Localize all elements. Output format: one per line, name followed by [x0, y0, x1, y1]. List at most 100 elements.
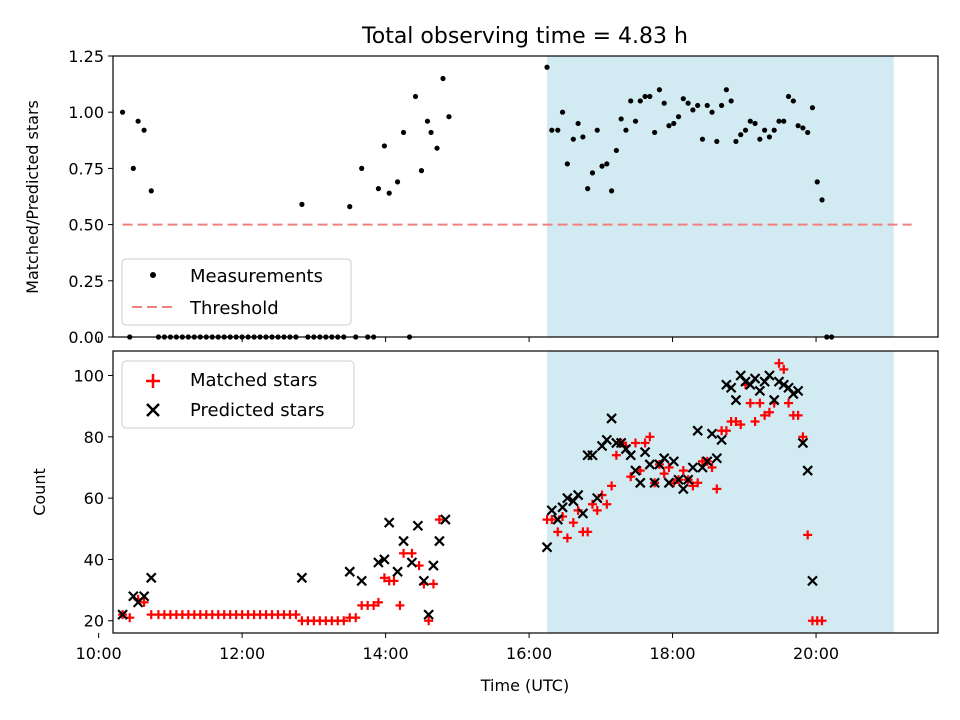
legend-threshold-label: Threshold	[189, 298, 279, 319]
bottom-legend: Matched stars Predicted stars	[121, 360, 355, 429]
top-y-tick-label: 0.75	[68, 159, 104, 178]
measurement-point	[800, 125, 806, 131]
matched-star-point	[640, 438, 650, 448]
predicted-star-point	[658, 453, 670, 464]
measurement-point	[805, 129, 811, 136]
matched-star-point	[602, 499, 612, 509]
predicted-star-point	[797, 437, 809, 449]
bottom-y-tick-label: 40	[84, 550, 104, 569]
measurement-point	[559, 109, 566, 115]
top-points	[119, 64, 835, 340]
matched-star-point	[736, 420, 746, 430]
matched-star-point	[562, 533, 572, 543]
measurement-point	[704, 102, 710, 109]
predicted-star-point	[428, 560, 439, 571]
predicted-star-point	[663, 477, 675, 489]
matched-star-point	[407, 548, 417, 558]
measurement-point	[637, 98, 643, 104]
predicted-star-point	[145, 572, 157, 584]
matched-star-point	[351, 613, 361, 623]
predicted-star-point	[701, 456, 713, 467]
top-x-ticks	[98, 337, 817, 342]
measurement-point	[412, 93, 419, 100]
bottom-y-axis-label: Count	[30, 468, 49, 516]
predicted-star-point	[344, 566, 356, 577]
measurement-point	[728, 98, 734, 104]
predicted-star-point	[591, 492, 603, 504]
matched-star-point	[764, 407, 774, 417]
measurement-point	[790, 98, 796, 104]
measurement-point	[608, 188, 615, 194]
matched-star-point	[707, 462, 717, 472]
measurement-point	[589, 170, 596, 176]
predicted-star-point	[296, 572, 308, 584]
predicted-star-point	[768, 394, 780, 406]
top-panel: 0.00 0.25 0.50 0.75 1.00 1.25 Matched/Predict…	[23, 47, 939, 347]
matched-star-point	[399, 548, 409, 558]
predicted-star-point	[706, 428, 718, 440]
matched-star-point	[607, 481, 617, 491]
measurement-point	[130, 165, 136, 171]
bottom-x-tick-label: 10:00	[76, 644, 122, 663]
measurement-point	[618, 116, 624, 122]
measurement-point	[671, 120, 677, 127]
matched-star-point	[750, 417, 760, 426]
matched-star-point	[373, 597, 383, 607]
predicted-star-point	[625, 449, 636, 461]
predicted-star-point	[716, 434, 727, 446]
predicted-star-point	[398, 535, 409, 547]
top-y-tick-label: 1.00	[68, 103, 104, 122]
measurement-point	[757, 136, 763, 142]
predicted-star-point	[373, 557, 384, 568]
bottom-x-tick-label: 12:00	[219, 644, 265, 663]
predicted-star-point	[649, 477, 660, 489]
measurement-point	[428, 129, 434, 136]
predicted-star-point	[682, 474, 694, 486]
measurement-point	[695, 102, 701, 109]
matched-star-point	[745, 398, 755, 408]
measurement-point	[594, 127, 600, 133]
measurement-point	[564, 161, 570, 167]
matched-star-point	[611, 450, 621, 460]
top-y-tick-label: 0.25	[68, 272, 104, 291]
measurement-point	[718, 102, 725, 109]
matched-star-point	[626, 472, 636, 482]
matched-star-point	[779, 364, 789, 374]
measurement-point	[446, 114, 452, 120]
matched-star-point	[712, 484, 722, 494]
matched-star-point	[339, 616, 349, 626]
predicted-star-point	[644, 459, 656, 470]
bottom-y-tick-label: 80	[84, 428, 104, 447]
measurement-point	[613, 147, 619, 154]
bottom-panel: 20 40 60 80 100 10:00 12:00 14:00 16:00 18:00 20:…	[30, 350, 939, 695]
measurement-point	[604, 161, 610, 167]
measurement-point	[795, 123, 801, 129]
measurement-point	[119, 109, 126, 115]
predicted-star-point	[635, 477, 646, 489]
predicted-star-point	[606, 413, 617, 424]
predicted-star-point	[138, 590, 150, 602]
measurement-point	[381, 143, 388, 149]
bottom-shaded-span	[547, 351, 894, 633]
predicted-star-point	[117, 609, 128, 620]
measurement-point	[642, 93, 648, 100]
predicted-star-point	[802, 465, 813, 476]
matched-star-point	[688, 481, 698, 491]
matched-star-point	[592, 505, 602, 515]
predicted-star-point	[792, 385, 804, 397]
measurement-point	[623, 127, 629, 133]
measurement-point	[652, 129, 658, 136]
legend-predicted-label: Predicted stars	[190, 400, 324, 421]
measurement-point	[738, 132, 744, 138]
legend-measurements-marker	[150, 272, 156, 278]
predicted-star-point	[639, 446, 651, 458]
top-legend: Measurements Threshold	[121, 258, 352, 326]
measurement-point	[685, 100, 691, 106]
measurement-point	[766, 134, 773, 140]
predicted-star-point	[379, 554, 390, 565]
matched-star-point	[755, 398, 765, 408]
bottom-x-ticks: 10:00 12:00 14:00 16:00 18:00 20:00	[76, 633, 839, 663]
bottom-x-axis-label: Time (UTC)	[480, 676, 569, 695]
matched-star-point	[784, 398, 794, 408]
